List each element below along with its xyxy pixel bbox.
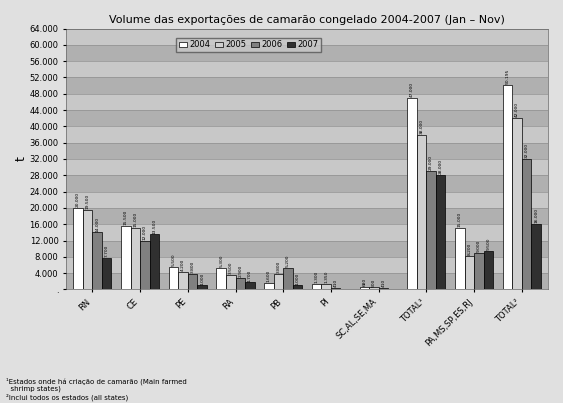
Bar [92, 233, 102, 289]
Text: 12.000: 12.000 [143, 224, 147, 240]
Text: 1.000: 1.000 [296, 272, 300, 285]
Text: 20.000: 20.000 [76, 192, 80, 207]
Bar [531, 224, 541, 289]
Bar [369, 287, 379, 289]
Text: 15.000: 15.000 [458, 212, 462, 227]
Bar [293, 285, 302, 289]
Bar [235, 278, 245, 289]
Bar [66, 61, 548, 77]
Bar [264, 283, 274, 289]
Bar [83, 210, 92, 289]
Bar [66, 241, 548, 257]
Text: 1.350: 1.350 [324, 270, 328, 283]
Text: 7.700: 7.700 [105, 245, 109, 257]
Text: 8.200: 8.200 [467, 243, 471, 255]
Bar [66, 127, 548, 143]
Text: 47.000: 47.000 [410, 82, 414, 97]
Bar [66, 94, 548, 110]
Text: 5.500: 5.500 [172, 253, 176, 266]
Text: 15.000: 15.000 [133, 212, 137, 227]
Text: 13.500: 13.500 [153, 218, 157, 234]
Bar [102, 258, 111, 289]
Text: 4.200: 4.200 [181, 259, 185, 272]
Text: 32.000: 32.000 [525, 143, 529, 158]
Text: 16.000: 16.000 [534, 208, 538, 223]
Text: 1.600: 1.600 [267, 270, 271, 282]
Bar [131, 228, 140, 289]
Legend: 2004, 2005, 2006, 2007: 2004, 2005, 2006, 2007 [176, 38, 321, 52]
Bar [512, 118, 522, 289]
Bar [436, 175, 445, 289]
Text: 1.700: 1.700 [248, 269, 252, 282]
Bar [474, 253, 484, 289]
Bar [169, 267, 178, 289]
Text: 3.800: 3.800 [276, 261, 280, 273]
Text: 9.000: 9.000 [477, 239, 481, 252]
Text: 29.000: 29.000 [429, 155, 433, 170]
Bar [150, 235, 159, 289]
Text: 38.000: 38.000 [419, 118, 423, 134]
Bar [66, 45, 548, 61]
Bar [331, 288, 341, 289]
Bar [66, 273, 548, 289]
Bar [216, 268, 226, 289]
Bar [312, 284, 321, 289]
Bar [121, 226, 131, 289]
Text: 3.800: 3.800 [191, 261, 195, 273]
Text: 28.000: 28.000 [439, 159, 443, 174]
Bar [274, 274, 283, 289]
Bar [178, 272, 188, 289]
Bar [522, 159, 531, 289]
Text: 3.500: 3.500 [229, 262, 233, 274]
Bar [66, 29, 548, 45]
Bar [66, 175, 548, 191]
Bar [379, 288, 388, 289]
Bar [66, 110, 548, 127]
Bar [66, 208, 548, 224]
Bar [417, 135, 426, 289]
Y-axis label: t: t [15, 156, 28, 162]
Text: 42.000: 42.000 [515, 102, 519, 117]
Bar [66, 191, 548, 208]
Bar [140, 241, 150, 289]
Bar [226, 275, 235, 289]
Bar [360, 287, 369, 289]
Text: 5.200: 5.200 [286, 255, 290, 268]
Text: 500: 500 [372, 278, 376, 287]
Bar [66, 224, 548, 241]
Text: 410: 410 [334, 279, 338, 287]
Bar [321, 284, 331, 289]
Text: 680: 680 [363, 278, 367, 286]
Bar [66, 159, 548, 175]
Text: 9.500: 9.500 [486, 237, 490, 250]
Text: 15.500: 15.500 [124, 210, 128, 225]
Bar [426, 171, 436, 289]
Text: 5.300: 5.300 [219, 255, 223, 267]
Bar [66, 77, 548, 94]
Text: 1.300: 1.300 [315, 271, 319, 283]
Title: Volume das exportações de camarão congelado 2004-2007 (Jan – Nov): Volume das exportações de camarão congel… [109, 15, 505, 25]
Text: 50.195: 50.195 [506, 69, 510, 84]
Bar [407, 98, 417, 289]
Text: 410: 410 [381, 279, 386, 287]
Bar [484, 251, 493, 289]
Text: 1.000: 1.000 [200, 272, 204, 285]
Bar [503, 85, 512, 289]
Bar [464, 256, 474, 289]
Bar [66, 257, 548, 273]
Bar [198, 285, 207, 289]
Bar [188, 274, 198, 289]
Bar [455, 228, 464, 289]
Bar [283, 268, 293, 289]
Text: 19.500: 19.500 [86, 194, 90, 209]
Text: ¹Estados onde há criação de camarão (Main farmed
  shrimp states)
²Inclui todos : ¹Estados onde há criação de camarão (Mai… [6, 377, 186, 401]
Text: 14.000: 14.000 [95, 216, 99, 232]
Bar [66, 143, 548, 159]
Bar [73, 208, 83, 289]
Bar [245, 283, 254, 289]
Text: 2.900: 2.900 [238, 264, 242, 277]
